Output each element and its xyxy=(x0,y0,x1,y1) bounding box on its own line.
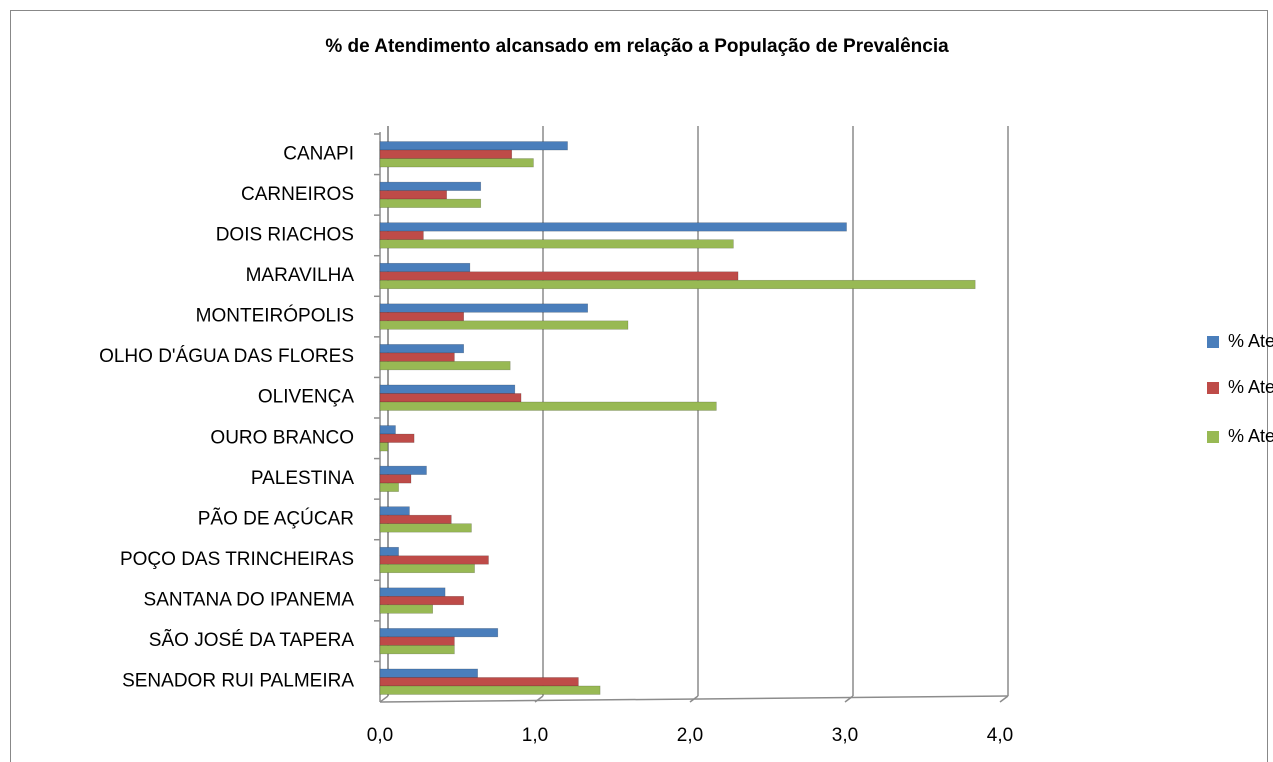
bar xyxy=(379,320,629,330)
x-axis xyxy=(379,695,1009,703)
chart-border xyxy=(10,10,1268,762)
bar xyxy=(379,604,434,614)
x-tick-label: 1,0 xyxy=(522,725,548,746)
bar xyxy=(379,555,489,565)
bar xyxy=(379,303,588,313)
bar xyxy=(379,514,452,524)
bar xyxy=(379,506,410,516)
x-tick-label: 4,0 xyxy=(987,725,1013,746)
y-tick-label: PÃO DE AÇÚCAR xyxy=(198,507,354,529)
legend-swatch xyxy=(1207,336,1219,348)
bar xyxy=(379,677,579,687)
x-tick-label: 0,0 xyxy=(367,725,393,746)
bar xyxy=(379,433,415,443)
bar xyxy=(379,401,717,411)
bar xyxy=(379,474,412,484)
y-tick-label: SENADOR RUI PALMEIRA xyxy=(122,671,354,692)
bar xyxy=(379,645,455,655)
bar xyxy=(379,271,739,281)
bar xyxy=(379,384,516,394)
bar xyxy=(379,668,478,678)
bar xyxy=(379,442,389,452)
bar xyxy=(379,149,513,159)
y-tick-label: MONTEIRÓPOLIS xyxy=(196,305,354,327)
bar xyxy=(379,279,976,290)
tick-mark xyxy=(999,695,1009,703)
bar xyxy=(379,352,455,362)
bar xyxy=(379,230,424,240)
y-tick-label: SANTANA DO IPANEMA xyxy=(144,590,355,611)
bar xyxy=(379,482,399,492)
y-tick-label: CANAPI xyxy=(283,143,354,164)
legend-label: % Atend. Mar xyxy=(1228,426,1273,446)
bar xyxy=(379,523,472,533)
y-tick-label: SÃO JOSÉ DA TAPERA xyxy=(149,629,355,651)
bar xyxy=(379,425,396,435)
chart-title: % de Atendimento alcansado em relação a … xyxy=(325,36,949,57)
tick-mark xyxy=(379,695,389,703)
x-tick-label: 3,0 xyxy=(832,725,858,746)
bar xyxy=(379,546,399,557)
y-tick-label: MARAVILHA xyxy=(246,265,355,286)
bar xyxy=(379,344,464,354)
legend-swatch xyxy=(1207,382,1219,394)
y-tick-label: OLIVENÇA xyxy=(258,387,354,408)
bar xyxy=(379,563,475,574)
y-tick-label: OURO BRANCO xyxy=(210,427,354,448)
x-tick-label: 2,0 xyxy=(677,725,703,746)
y-tick-label: PALESTINA xyxy=(251,468,354,489)
y-tick-label: DOIS RIACHOS xyxy=(216,224,354,245)
bar xyxy=(379,158,534,168)
bar xyxy=(379,222,847,232)
bar xyxy=(379,685,601,695)
y-tick-label: OLHO D'ÁGUA DAS FLORES xyxy=(99,346,354,367)
bar xyxy=(379,239,734,249)
bar xyxy=(379,198,482,208)
legend-label: % Atend. Jan xyxy=(1228,331,1273,351)
bar xyxy=(379,628,499,638)
legend-label: % Atend. Fev xyxy=(1228,377,1273,397)
y-tick-label: CARNEIROS xyxy=(241,184,354,205)
bar xyxy=(379,465,427,475)
bar xyxy=(379,141,568,151)
bar xyxy=(379,393,522,403)
bar xyxy=(379,587,446,597)
bar xyxy=(379,262,471,273)
legend-swatch xyxy=(1207,431,1219,443)
bar xyxy=(379,361,511,371)
y-tick-label: POÇO DAS TRINCHEIRAS xyxy=(120,549,354,570)
bar xyxy=(379,596,464,606)
bar xyxy=(379,636,455,646)
bar xyxy=(379,181,482,191)
bar xyxy=(379,190,447,200)
bar xyxy=(379,312,464,322)
